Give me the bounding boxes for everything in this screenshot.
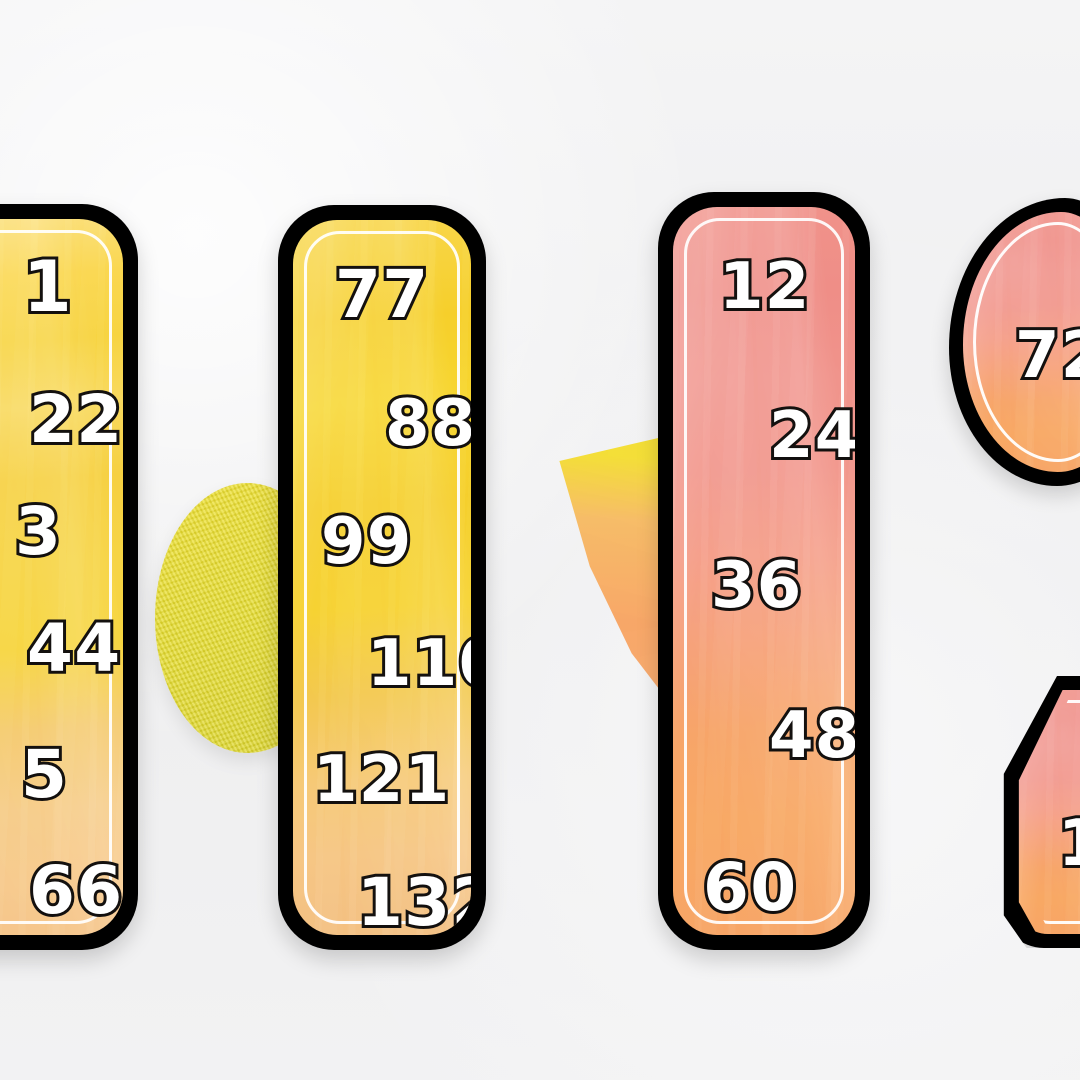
number-48: 48 [766,699,855,773]
brush-texture [293,220,471,935]
painted-background [293,220,471,935]
number-44: 44 [24,610,123,687]
brush-texture [963,212,1080,472]
number-list: 77 88 99 110 121 132 [293,220,471,936]
card-eleven-times-table[interactable]: 77 88 99 110 121 132 [278,205,486,950]
number-132: 132 [354,864,471,936]
brush-texture [0,219,123,935]
number-110: 110 [364,627,471,701]
blob-face: 1 [1018,690,1080,934]
number-list: 1 22 3 44 5 66 [0,219,123,935]
painted-background [963,212,1080,472]
number-33: 3 [12,493,64,570]
number-72: 72 [1012,319,1080,393]
number-24: 24 [766,399,855,473]
card-eleven-times-table-left[interactable]: 1 22 3 44 5 66 © Gifted and Talented Tea… [0,204,138,950]
number-12: 12 [716,250,812,324]
number-60: 60 [700,849,799,926]
number-55: 5 [18,736,70,813]
number-77: 77 [332,256,431,333]
number-22: 22 [26,381,123,458]
number-partial: 1 [1055,809,1080,879]
copyright-credit: © Gifted and Talented Teacher x Pete Cro… [0,695,116,935]
card-face: 1 22 3 44 5 66 © Gifted and Talented Tea… [0,219,123,935]
brush-highlight [673,207,855,935]
number-list: 12 24 36 48 60 [673,207,855,935]
blob-face: 72 [963,212,1080,472]
blob-seventy-two[interactable]: 72 [949,198,1080,486]
number-36: 36 [708,549,804,623]
card-face: 12 24 36 48 60 [673,207,855,935]
brush-highlight [963,212,1080,472]
number-66: 66 [26,852,123,929]
number-99: 99 [318,505,414,579]
brush-highlight [293,220,471,935]
blob-clipped-number[interactable]: 1 [1003,676,1080,948]
painted-background [673,207,855,935]
brush-highlight [0,219,123,935]
number-88: 88 [382,387,471,461]
brush-texture [673,207,855,935]
card-face: 77 88 99 110 121 132 [293,220,471,935]
card-twelve-times-table[interactable]: 12 24 36 48 60 [658,192,870,950]
number-121: 121 [310,743,452,817]
painted-background [0,219,123,935]
number-11: 1 [20,246,75,328]
